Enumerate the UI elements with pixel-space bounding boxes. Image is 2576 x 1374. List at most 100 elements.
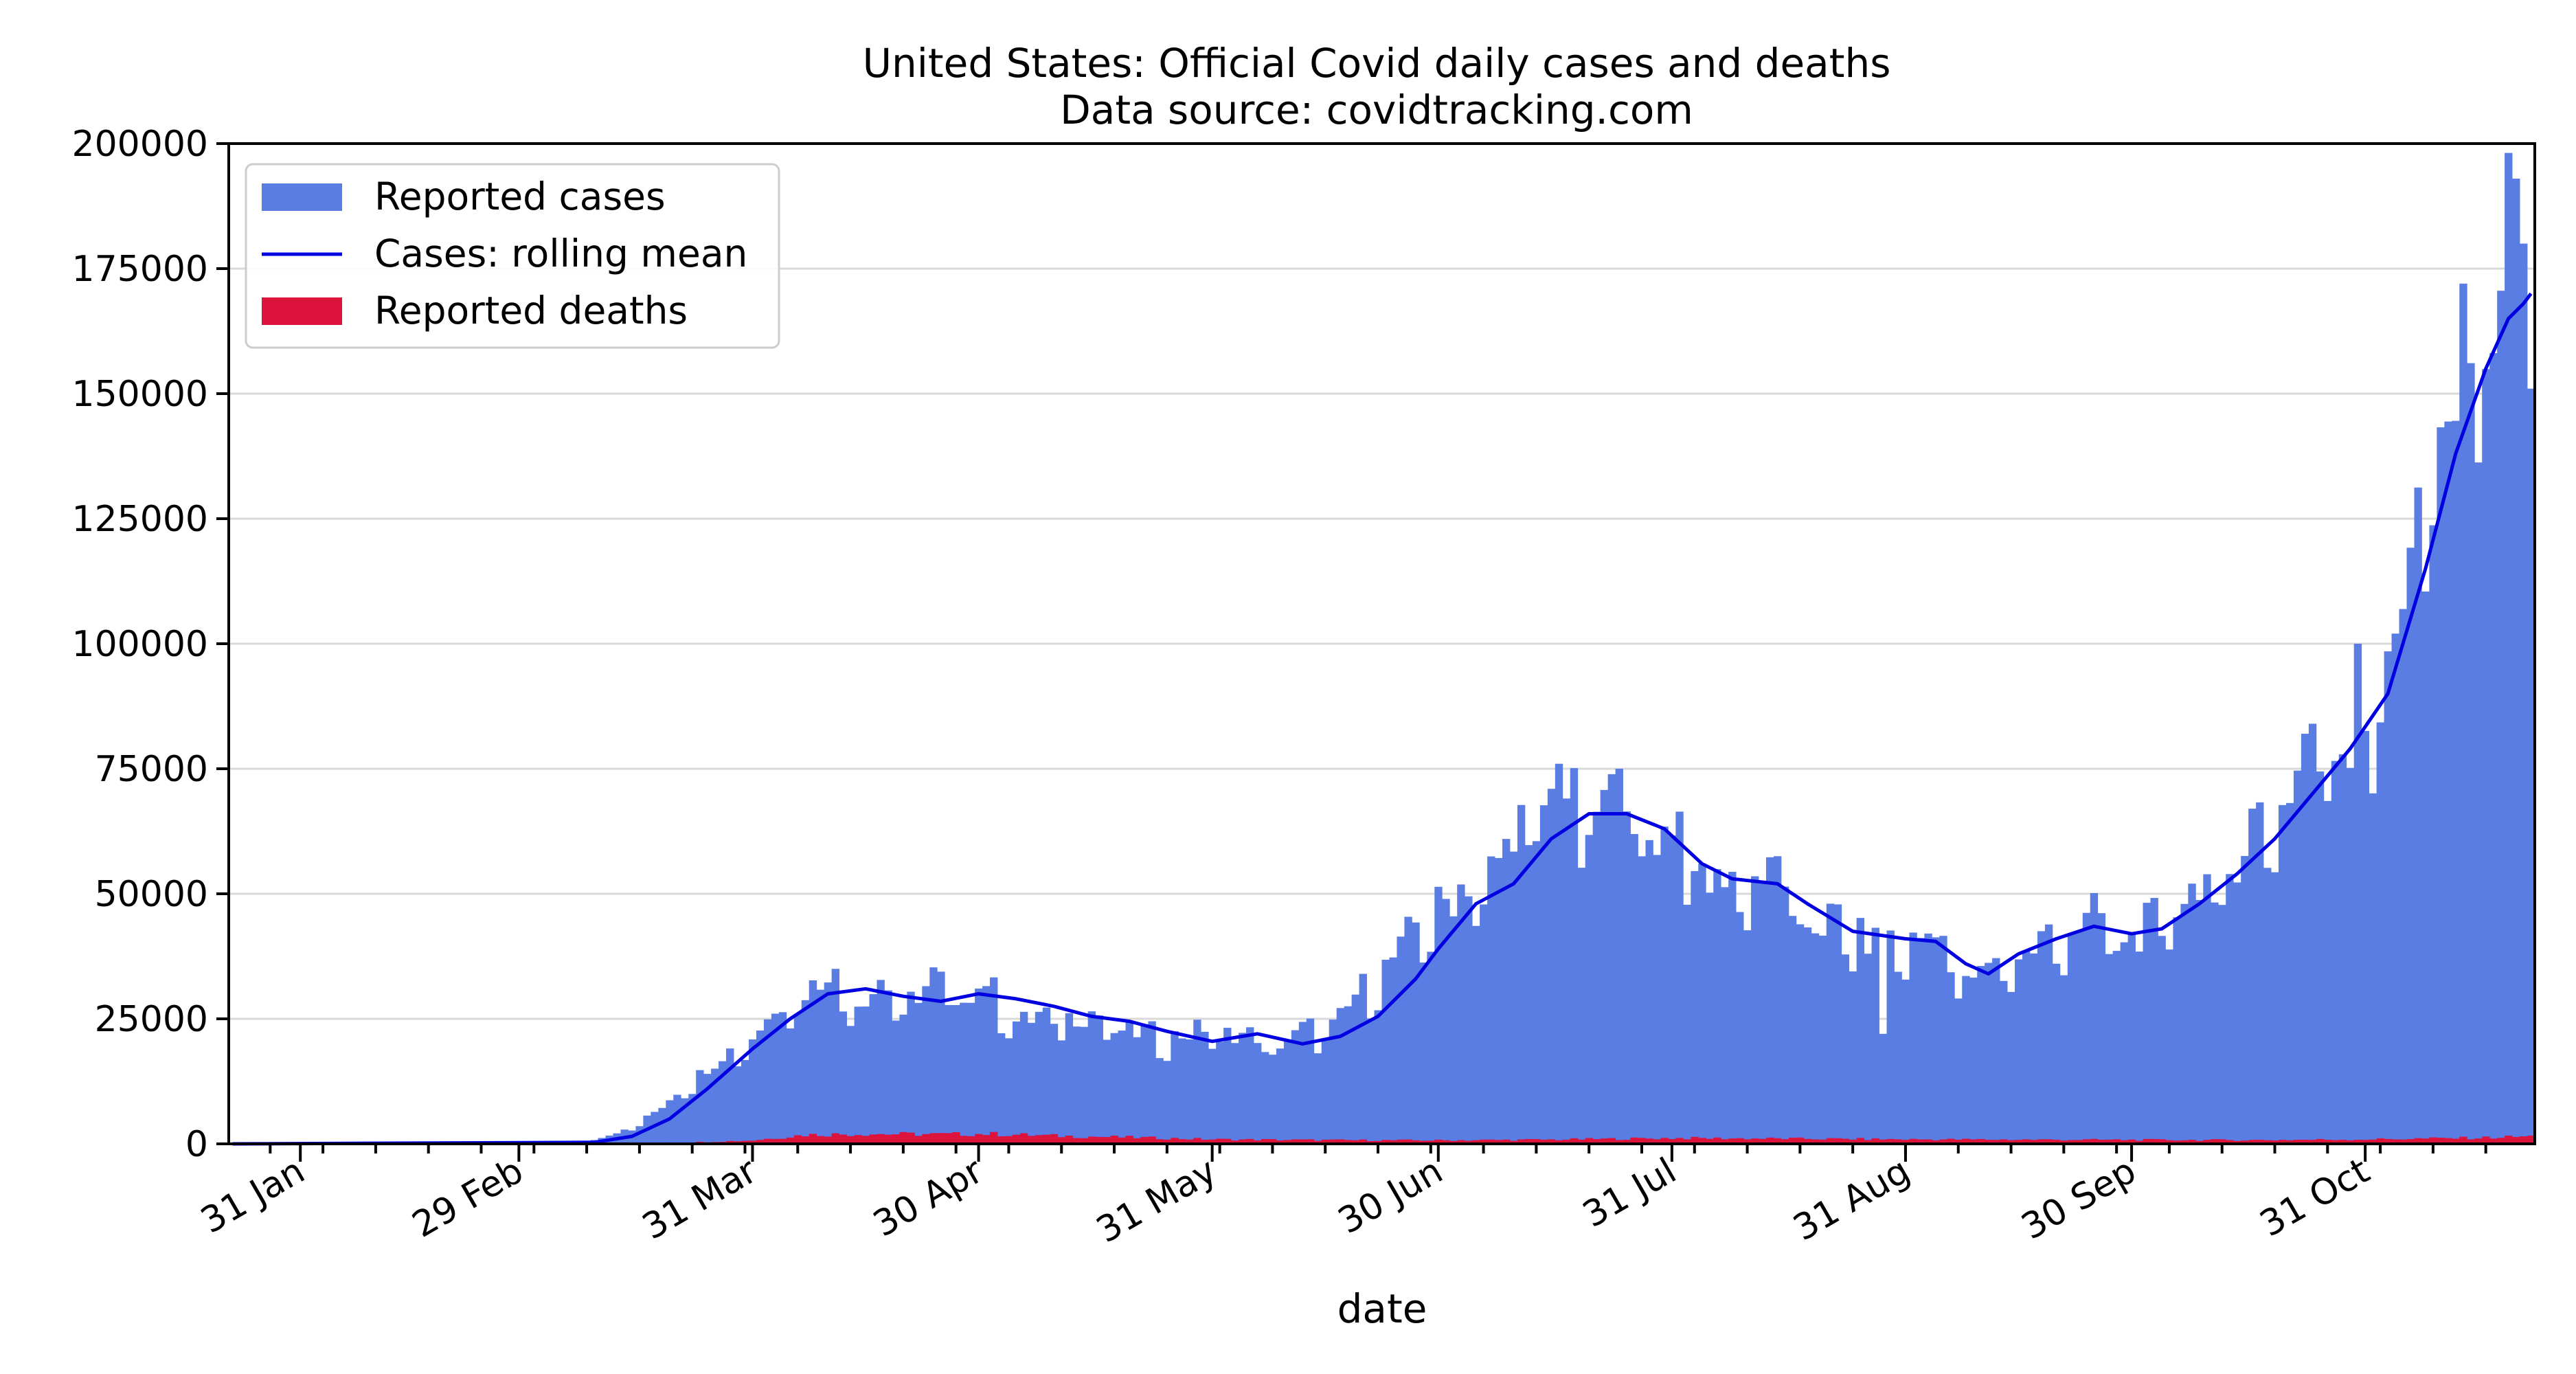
cases-bar xyxy=(726,1048,734,1144)
cases-bar xyxy=(1721,887,1729,1144)
cases-bar xyxy=(2218,905,2226,1144)
cases-bar xyxy=(1042,1007,1051,1144)
cases-bar xyxy=(1110,1033,1118,1144)
deaths-bar xyxy=(1901,1140,1910,1144)
deaths-bar xyxy=(2467,1139,2475,1144)
cases-bar xyxy=(1751,876,1759,1144)
deaths-bar xyxy=(1404,1139,1412,1144)
deaths-bar xyxy=(1743,1139,1752,1144)
cases-bar xyxy=(1728,872,1737,1144)
deaths-bar xyxy=(869,1134,877,1144)
cases-bar xyxy=(1879,1033,1887,1144)
deaths-bar xyxy=(1313,1140,1322,1144)
cases-bar xyxy=(756,1030,765,1144)
cases-bar xyxy=(1050,1024,1059,1144)
cases-bar xyxy=(1743,930,1752,1144)
deaths-bar xyxy=(2293,1140,2302,1144)
cases-bar xyxy=(2444,421,2452,1144)
deaths-bar xyxy=(2218,1139,2226,1144)
deaths-bar xyxy=(1057,1137,1066,1144)
deaths-bar xyxy=(1894,1139,1902,1144)
deaths-bar xyxy=(1246,1138,1254,1144)
cases-bar xyxy=(734,1066,742,1144)
cases-bar xyxy=(2120,942,2128,1144)
deaths-bar xyxy=(1524,1138,1533,1144)
deaths-bar xyxy=(2000,1139,2008,1144)
deaths-bar xyxy=(1306,1139,1315,1144)
cases-bar xyxy=(1389,957,1397,1144)
deaths-bar xyxy=(1065,1135,1074,1144)
deaths-bar xyxy=(1562,1139,1571,1144)
cases-bar xyxy=(1246,1027,1254,1144)
x-tick-label: 31 May xyxy=(1089,1150,1223,1251)
cases-bar xyxy=(1630,834,1638,1144)
deaths-bar xyxy=(831,1133,840,1144)
deaths-bar xyxy=(1223,1138,1232,1144)
cases-bar xyxy=(2429,525,2437,1144)
cases-bar xyxy=(2233,882,2241,1144)
cases-bar xyxy=(801,1000,810,1144)
deaths-bar xyxy=(1607,1138,1616,1144)
deaths-bar xyxy=(952,1131,960,1144)
x-tick-label: 31 Mar xyxy=(635,1150,764,1248)
cases-bar xyxy=(1932,937,1940,1144)
cases-bar xyxy=(2143,903,2151,1144)
cases-bar xyxy=(2316,771,2325,1144)
cases-bar xyxy=(1736,912,1744,1144)
cases-bar xyxy=(1585,835,1594,1144)
deaths-bar xyxy=(937,1133,945,1144)
cases-bar xyxy=(2421,592,2430,1144)
deaths-bar xyxy=(1962,1138,1970,1144)
cases-bar xyxy=(1035,1011,1043,1144)
deaths-bar xyxy=(1442,1140,1450,1144)
y-tick-label: 150000 xyxy=(71,374,208,415)
deaths-bar xyxy=(907,1132,915,1144)
cases-bar xyxy=(1239,1033,1247,1144)
cases-bar xyxy=(2015,959,2023,1144)
deaths-bar xyxy=(2007,1140,2015,1144)
cases-bar xyxy=(2135,951,2143,1144)
cases-bar xyxy=(1434,886,1443,1144)
deaths-bar xyxy=(1239,1139,1247,1144)
cases-bar xyxy=(952,1004,960,1144)
cases-bar xyxy=(2173,917,2181,1144)
deaths-bar xyxy=(1072,1138,1081,1144)
cases-bar xyxy=(1607,774,1616,1144)
deaths-bar xyxy=(824,1136,833,1144)
cases-bar xyxy=(2052,963,2061,1144)
cases-bar xyxy=(2346,767,2355,1144)
cases-bar xyxy=(1539,805,1548,1144)
deaths-bar xyxy=(1826,1138,1835,1144)
cases-bar xyxy=(1592,811,1601,1144)
cases-bar xyxy=(1223,1028,1232,1144)
cases-bar xyxy=(1427,951,1435,1144)
cases-bar xyxy=(1163,1061,1171,1144)
cases-bar xyxy=(2497,291,2505,1145)
cases-bar xyxy=(1992,958,2000,1144)
cases-bar xyxy=(1329,1020,1337,1144)
deaths-bar xyxy=(2527,1135,2535,1144)
cases-bar xyxy=(2059,975,2068,1144)
deaths-bar xyxy=(1261,1139,1269,1144)
cases-bar xyxy=(2000,980,2008,1144)
cases-bar xyxy=(809,980,817,1144)
deaths-bar xyxy=(854,1135,862,1144)
deaths-bar xyxy=(2075,1140,2083,1144)
deaths-bar xyxy=(2489,1138,2498,1144)
cases-bar xyxy=(2452,420,2460,1145)
cases-bar xyxy=(1524,845,1533,1144)
cases-bar xyxy=(997,1033,1006,1144)
cases-bar xyxy=(2241,855,2249,1144)
y-tick-label: 100000 xyxy=(71,624,208,665)
cases-bar xyxy=(1254,1043,1262,1144)
cases-bar xyxy=(1140,1024,1149,1144)
cases-bar xyxy=(2376,722,2384,1144)
deaths-bar xyxy=(1638,1138,1646,1144)
legend-label-cases: Reported cases xyxy=(374,174,666,218)
cases-bar xyxy=(1374,1010,1382,1144)
cases-bar xyxy=(1833,904,1842,1144)
deaths-bar xyxy=(2369,1139,2377,1144)
cases-bar xyxy=(1231,1043,1239,1144)
deaths-bar xyxy=(2406,1139,2415,1144)
deaths-bar xyxy=(1833,1138,1842,1144)
